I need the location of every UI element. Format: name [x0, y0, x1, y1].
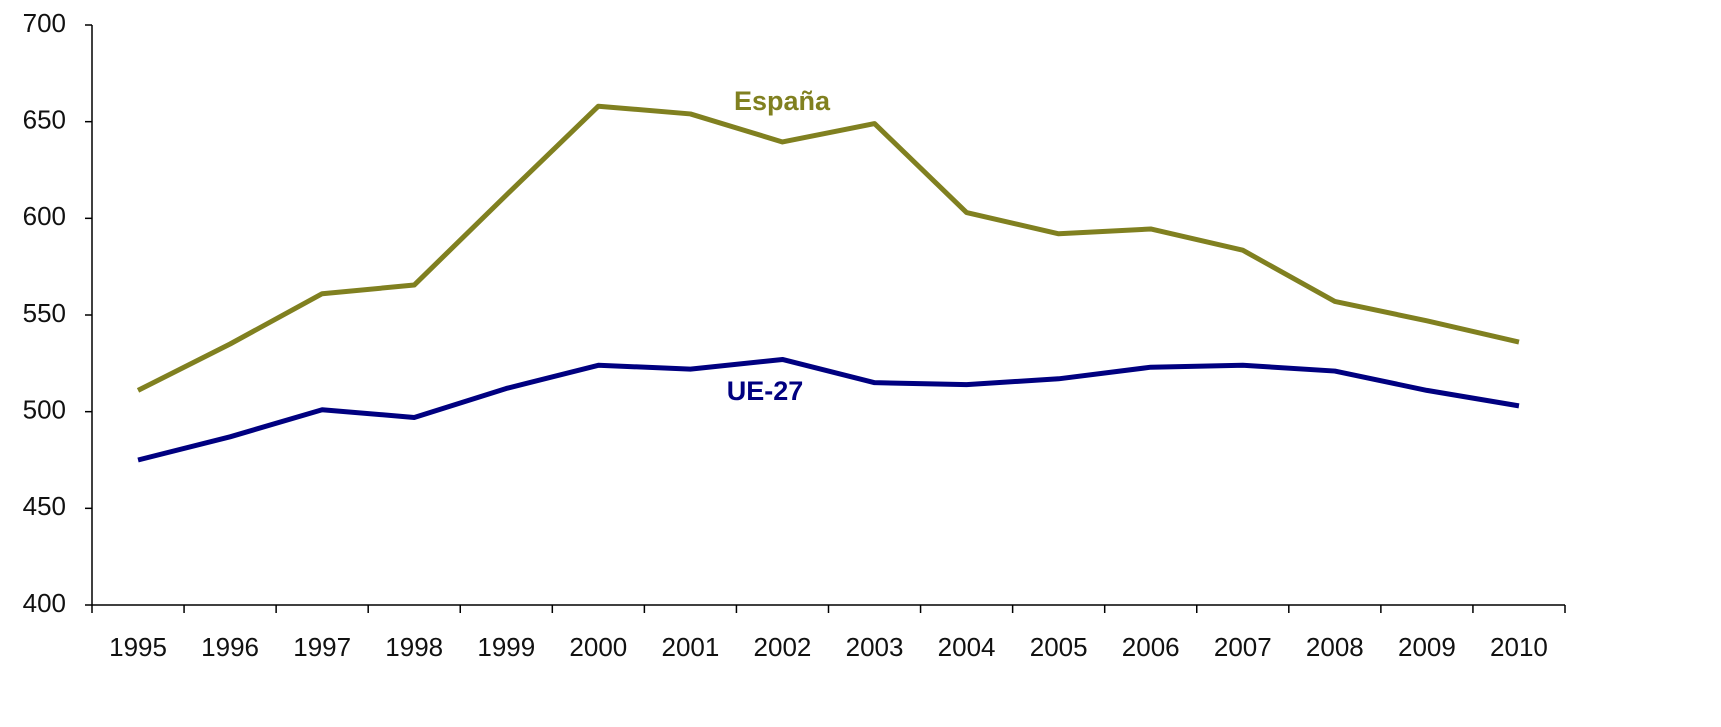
x-tick-label: 2007	[1214, 632, 1272, 662]
x-tick-label: 2000	[569, 632, 627, 662]
series-label: UE-27	[727, 376, 804, 406]
x-tick-label: 2005	[1030, 632, 1088, 662]
x-tick-label: 1997	[293, 632, 351, 662]
x-tick-label: 2001	[661, 632, 719, 662]
x-tick-label: 1996	[201, 632, 259, 662]
y-tick-label: 600	[23, 201, 66, 231]
y-tick-label: 550	[23, 298, 66, 328]
series-label: España	[734, 86, 831, 116]
x-tick-label: 2003	[846, 632, 904, 662]
x-tick-label: 2004	[938, 632, 996, 662]
x-tick-label: 1995	[109, 632, 167, 662]
y-tick-label: 400	[23, 588, 66, 618]
y-tick-label: 650	[23, 105, 66, 135]
y-tick-label: 450	[23, 491, 66, 521]
y-tick-label: 500	[23, 395, 66, 425]
x-tick-label: 1999	[477, 632, 535, 662]
x-tick-label: 2002	[754, 632, 812, 662]
x-tick-label: 2006	[1122, 632, 1180, 662]
y-tick-label: 700	[23, 8, 66, 38]
series-line	[136, 103, 1520, 393]
x-tick-label: 2009	[1398, 632, 1456, 662]
series-line	[137, 356, 1520, 463]
x-tick-label: 2010	[1490, 632, 1548, 662]
x-tick-label: 1998	[385, 632, 443, 662]
x-tick-label: 2008	[1306, 632, 1364, 662]
